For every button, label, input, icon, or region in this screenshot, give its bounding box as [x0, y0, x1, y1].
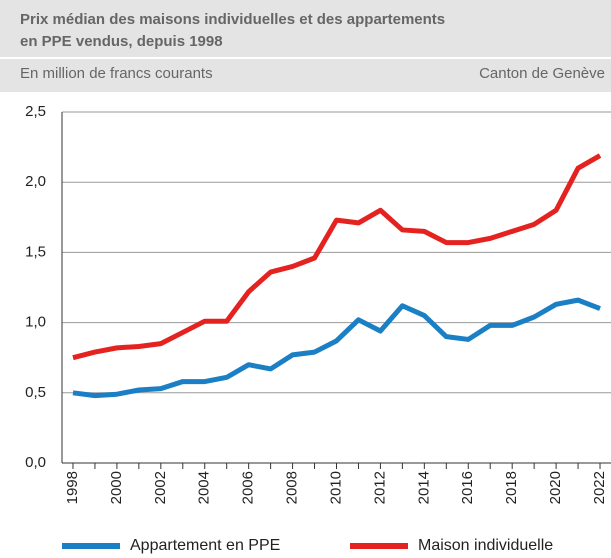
- legend-label: Maison individuelle: [418, 537, 553, 554]
- x-tick-label: 2018: [503, 471, 520, 504]
- chart-subtitle: En million de francs courants: [20, 65, 213, 82]
- y-tick-label: 1,5: [25, 243, 46, 260]
- x-tick-label: 2000: [108, 471, 125, 504]
- x-tick-label: 2010: [327, 471, 344, 504]
- y-tick-label: 2,5: [25, 103, 46, 120]
- x-tick-label: 2008: [284, 471, 301, 504]
- x-tick-label: 2006: [240, 471, 257, 504]
- chart-title: en PPE vendus, depuis 1998: [20, 33, 223, 50]
- chart-title: Prix médian des maisons individuelles et…: [20, 11, 445, 28]
- x-tick-label: 2016: [459, 471, 476, 504]
- y-tick-label: 2,0: [25, 173, 46, 190]
- legend-label: Appartement en PPE: [130, 537, 280, 554]
- x-tick-label: 2020: [547, 471, 564, 504]
- series-line: [72, 153, 602, 361]
- series-line: [72, 297, 601, 399]
- x-tick-label: 2002: [152, 471, 169, 504]
- y-tick-label: 0,5: [25, 384, 46, 401]
- x-tick-label: 2022: [591, 471, 608, 504]
- y-tick-label: 1,0: [25, 314, 46, 331]
- chart-annotation: Canton de Genève: [479, 65, 605, 82]
- header-background: [0, 0, 611, 92]
- x-tick-label: 1998: [64, 471, 81, 504]
- x-tick-label: 2004: [196, 471, 213, 504]
- y-tick-label: 0,0: [25, 454, 46, 471]
- x-tick-label: 2012: [371, 471, 388, 504]
- x-tick-label: 2014: [415, 471, 432, 504]
